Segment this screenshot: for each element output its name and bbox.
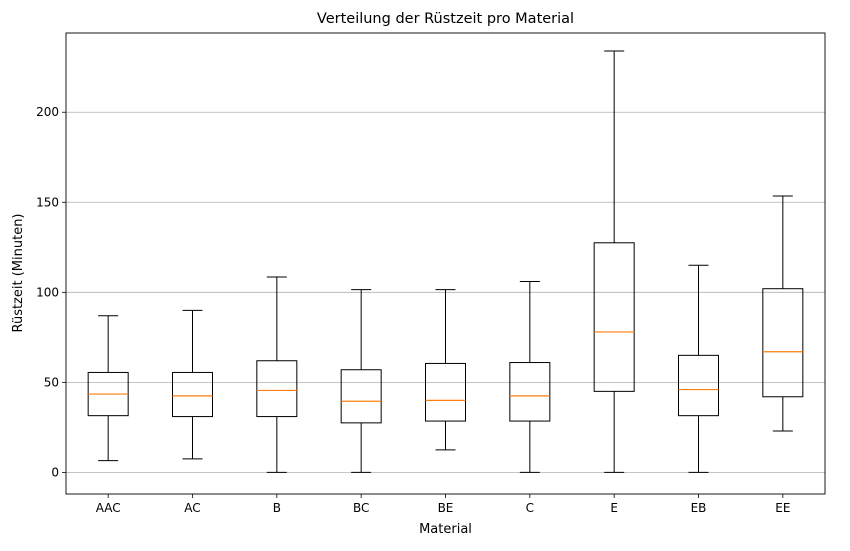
box-bc bbox=[340, 289, 382, 473]
x-tick-label: EB bbox=[691, 501, 707, 515]
x-tick-label: BC bbox=[353, 501, 369, 515]
x-tick-label: C bbox=[526, 501, 534, 515]
x-tick-label: BE bbox=[438, 501, 454, 515]
box-b bbox=[256, 276, 298, 473]
iqr-box bbox=[256, 360, 298, 418]
box-c bbox=[509, 281, 551, 473]
iqr-box bbox=[340, 369, 382, 424]
iqr-box bbox=[678, 354, 719, 417]
box-ee bbox=[762, 195, 804, 432]
y-axis-label: Rüstzeit (Minuten) bbox=[11, 213, 26, 332]
iqr-box bbox=[509, 362, 551, 422]
iqr-box bbox=[762, 288, 804, 398]
x-tick-label: E bbox=[610, 501, 618, 515]
box-layer bbox=[87, 50, 804, 473]
x-tick-label: EE bbox=[775, 501, 790, 515]
x-tick-label: B bbox=[273, 501, 281, 515]
y-tick-label: 200 bbox=[36, 105, 59, 119]
x-tick-label: AC bbox=[184, 501, 200, 515]
y-tick-label: 50 bbox=[44, 375, 59, 389]
x-axis-label: Material bbox=[419, 522, 472, 537]
iqr-box bbox=[172, 371, 213, 418]
iqr-box bbox=[593, 242, 635, 392]
plot-frame bbox=[65, 32, 826, 495]
box-aac bbox=[87, 315, 129, 462]
y-tick-label: 100 bbox=[36, 285, 59, 299]
x-tick-label: AAC bbox=[96, 501, 121, 515]
chart-title: Verteilung der Rüstzeit pro Material bbox=[317, 11, 574, 27]
box-e bbox=[593, 50, 635, 473]
y-tick-label: 150 bbox=[36, 195, 59, 209]
box-ac bbox=[172, 309, 213, 460]
box-be bbox=[425, 289, 466, 451]
y-tick-label: 0 bbox=[51, 465, 59, 479]
iqr-box bbox=[425, 362, 466, 422]
box-eb bbox=[678, 264, 719, 473]
axis-layer: 0 50 100 150 200 AAC AC B BC BE C E EB EE bbox=[36, 32, 826, 515]
